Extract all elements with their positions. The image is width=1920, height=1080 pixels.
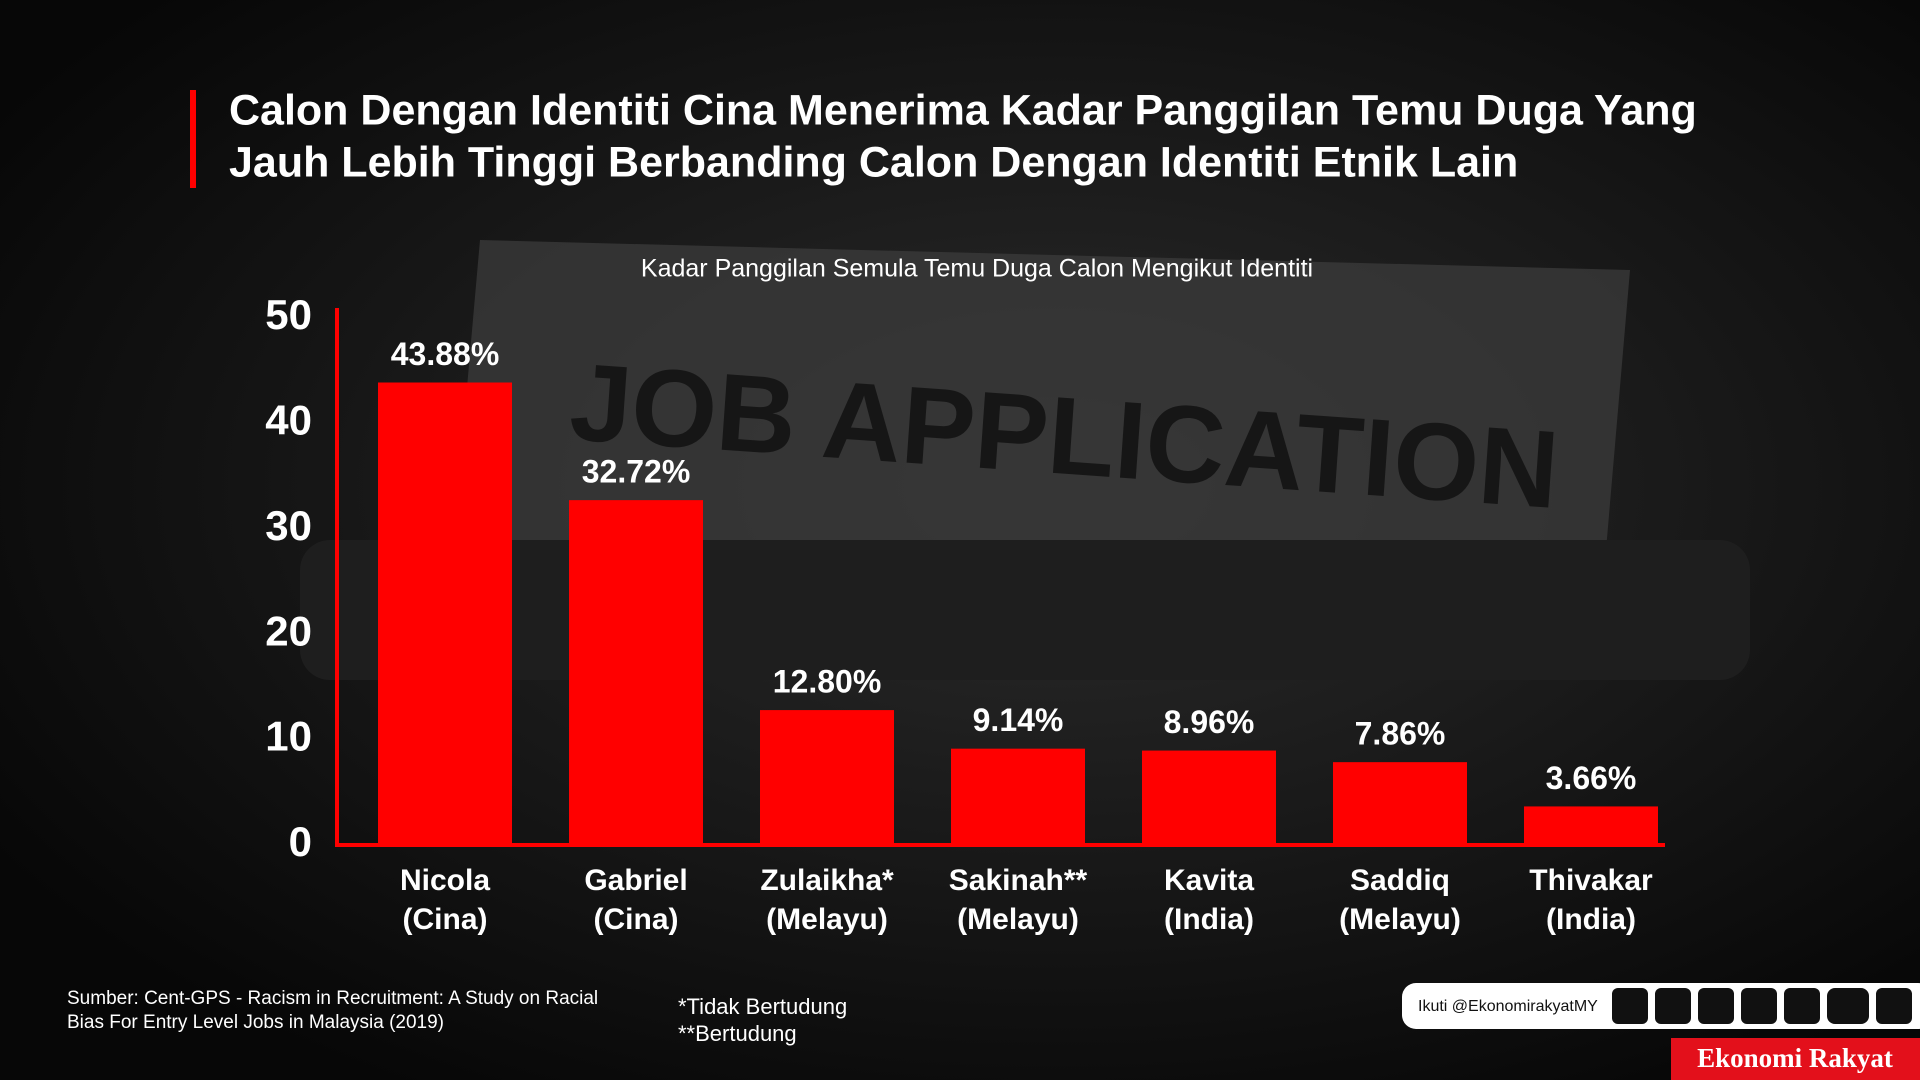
icon[interactable]: [1827, 988, 1869, 1024]
value-label: 12.80%: [773, 664, 882, 700]
bar: [569, 500, 703, 845]
brand: Ekonomi Rakyat: [1697, 1043, 1893, 1073]
bar: [1333, 762, 1467, 845]
follow-text: Ikuti @EkonomirakyatMY: [1418, 998, 1598, 1015]
brand-box: [1671, 1038, 1920, 1080]
icon[interactable]: [1876, 988, 1912, 1024]
bar: [1142, 750, 1276, 845]
x-tick-label: Nicola: [400, 864, 490, 897]
icon[interactable]: [1698, 988, 1734, 1024]
icon[interactable]: [1612, 988, 1648, 1024]
source: Bias For Entry Level Jobs in Malaysia (2…: [67, 1012, 444, 1033]
x-tick-label: Gabriel: [584, 864, 687, 897]
x-tick-label: Saddiq: [1350, 864, 1450, 897]
x-tick-label: (Melayu): [1339, 903, 1461, 936]
value-label: 7.86%: [1355, 716, 1446, 752]
y-tick-label: 20: [265, 607, 312, 654]
bar: [1524, 806, 1658, 845]
y-tick-label: 40: [265, 396, 312, 443]
x-tick-label: (Melayu): [766, 903, 888, 936]
chart-subtitle: Kadar Panggilan Semula Temu Duga Calon M…: [641, 255, 1313, 283]
x-tick-label: Sakinah**: [949, 864, 1088, 897]
y-tick-label: 10: [265, 713, 312, 760]
value-label: 32.72%: [582, 454, 691, 490]
title-accent: [190, 90, 196, 188]
paper: [450, 240, 1630, 620]
x-tick-label: (Cina): [403, 903, 488, 936]
note: *Tidak Bertudung: [678, 994, 847, 1019]
icon[interactable]: [1784, 988, 1820, 1024]
source: Sumber: Cent-GPS - Racism in Recruitment…: [67, 988, 598, 1009]
value-label: 8.96%: [1164, 704, 1255, 740]
bar: [760, 710, 894, 845]
chart-title: Jauh Lebih Tinggi Berbanding Calon Denga…: [229, 138, 1518, 186]
x-tick-label: (India): [1164, 903, 1254, 936]
y-tick-label: 0: [289, 818, 312, 865]
value-label: 3.66%: [1546, 760, 1637, 796]
x-tick-label: Zulaikha*: [760, 864, 894, 897]
x-tick-label: Kavita: [1164, 864, 1254, 897]
x-tick-label: Thivakar: [1529, 864, 1653, 897]
x-tick-label: (India): [1546, 903, 1636, 936]
bar: [951, 748, 1085, 845]
value-label: 9.14%: [973, 702, 1064, 738]
x-tick-label: (Cina): [594, 903, 679, 936]
typewriter: [300, 540, 1750, 680]
value-label: 43.88%: [391, 336, 500, 372]
icon[interactable]: [1741, 988, 1777, 1024]
note: **Bertudung: [678, 1021, 797, 1046]
y-tick-label: 30: [265, 502, 312, 549]
bar: [378, 382, 512, 845]
x-tick-label: (Melayu): [957, 903, 1079, 936]
y-tick-label: 50: [265, 291, 312, 338]
chart-title: Calon Dengan Identiti Cina Menerima Kada…: [229, 86, 1697, 134]
social-icons: [1612, 988, 1912, 1024]
icon[interactable]: [1655, 988, 1691, 1024]
